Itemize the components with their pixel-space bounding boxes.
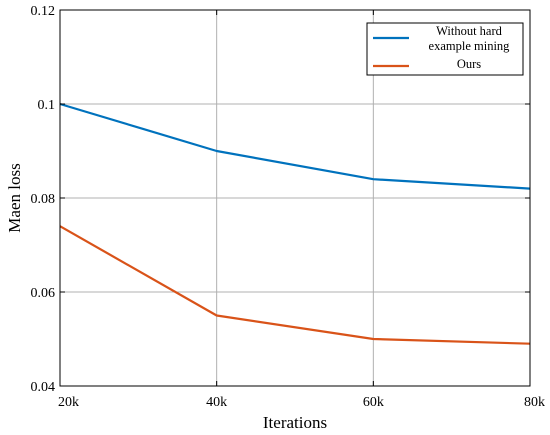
y-axis-title: Maen loss <box>5 163 24 232</box>
x-axis-title: Iterations <box>263 413 327 432</box>
y-tick-label: 0.04 <box>31 380 56 395</box>
x-tick-label: 60k <box>363 395 384 410</box>
series-lines <box>59 102 531 345</box>
y-tick-label: 0.08 <box>31 192 56 207</box>
y-tick-label: 0.12 <box>31 4 56 19</box>
legend-label: example mining <box>429 39 511 53</box>
x-tick-label: 40k <box>206 395 227 410</box>
tick-labels: 0.04 0.06 0.08 0.1 0.12 20k 40k 60k 80k <box>31 4 546 410</box>
legend-label: Ours <box>457 57 481 71</box>
series-line-1 <box>59 102 531 190</box>
y-tick-label: 0.06 <box>31 286 56 301</box>
y-tick-label: 0.1 <box>38 98 56 113</box>
series-line-2 <box>59 225 531 345</box>
x-tick-label: 20k <box>58 395 79 410</box>
legend-label: Without hard <box>436 24 503 38</box>
x-tick-label: 80k <box>524 395 545 410</box>
